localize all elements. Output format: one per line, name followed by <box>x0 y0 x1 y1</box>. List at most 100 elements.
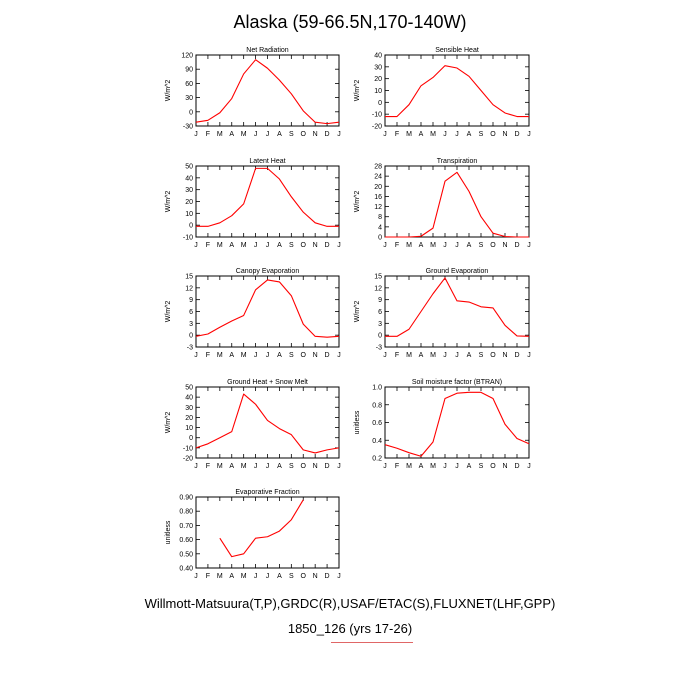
chart-canopy-evaporation-xtick-label: D <box>325 352 330 359</box>
chart-transpiration-point <box>444 180 446 182</box>
chart-transpiration-xtick-label: F <box>395 242 399 249</box>
chart-soil-moisture-factor-btran-xtick-label: J <box>455 463 459 470</box>
chart-soil-moisture-factor-btran-xtick-label: A <box>467 463 472 470</box>
chart-ground-heat-snow-melt-point <box>278 428 280 430</box>
chart-canopy-evaporation-ytick-label: 9 <box>189 297 193 304</box>
chart-latent-heat-ytick-label: 10 <box>185 211 193 218</box>
chart-soil-moisture-factor-btran-frame <box>384 386 530 459</box>
chart-transpiration-point <box>468 190 470 192</box>
chart-evaporative-fraction-xtick-label: J <box>266 573 270 580</box>
chart-ground-heat-snow-melt-point <box>219 437 221 439</box>
chart-net-radiation-xtick-label: J <box>194 131 198 138</box>
chart-sensible-heat-ytick-label: -10 <box>372 112 382 119</box>
chart-ground-evaporation-xtick-label: A <box>467 352 472 359</box>
chart-ground-heat-snow-melt-xtick-label: O <box>301 463 307 470</box>
chart-transpiration-ytick-label: 8 <box>378 214 382 221</box>
chart-ground-heat-snow-melt-xtick-label: D <box>325 463 330 470</box>
chart-ground-evaporation-xtick-label: N <box>502 352 507 359</box>
chart-net-radiation-xtick-label: J <box>337 131 341 138</box>
chart-ground-evaporation-ytick-label: 0 <box>378 333 382 340</box>
chart-ground-heat-snow-melt-frame <box>195 386 340 459</box>
chart-ground-heat-snow-melt-ytick-label: 40 <box>185 395 193 402</box>
chart-transpiration-xtick-label: J <box>455 242 459 249</box>
chart-canopy-evaporation-point <box>243 314 245 316</box>
chart-evaporative-fraction-ytick-label: 0.90 <box>179 495 193 502</box>
chart-canopy-evaporation-point <box>302 323 304 325</box>
chart-soil-moisture-factor-btran-title: Soil moisture factor (BTRAN) <box>412 379 502 386</box>
chart-evaporative-fraction-point <box>243 553 245 555</box>
chart-ground-evaporation-xtick-label: J <box>455 352 459 359</box>
chart-soil-moisture-factor-btran-series-line <box>384 391 530 457</box>
chart-ground-heat-snow-melt-ytick-label: 50 <box>185 385 193 392</box>
chart-ground-heat-snow-melt-ytick-label: 10 <box>185 425 193 432</box>
chart-sensible-heat-point <box>504 112 506 114</box>
chart-ground-evaporation-point <box>480 306 482 308</box>
chart-evaporative-fraction-xtick-label: J <box>194 573 198 580</box>
chart-soil-moisture-factor-btran-point <box>468 391 470 393</box>
chart-net-radiation-xtick-label: S <box>289 131 294 138</box>
chart-evaporative-fraction-ylabel: unitless <box>165 520 172 544</box>
chart-sensible-heat-xtick-label: J <box>455 131 459 138</box>
chart-net-radiation-ytick-label: 0 <box>189 109 193 116</box>
chart-transpiration-frame <box>384 165 530 238</box>
chart-evaporative-fraction-point <box>231 556 233 558</box>
chart-ground-evaporation-xtick-label: M <box>430 352 436 359</box>
chart-net-radiation-ytick-label: 30 <box>185 95 193 102</box>
chart-soil-moisture-factor-btran-ytick-label: 0.2 <box>372 456 382 463</box>
chart-latent-heat-xtick-label: M <box>241 242 247 249</box>
chart-transpiration-point <box>480 216 482 218</box>
chart-canopy-evaporation-point <box>267 279 269 281</box>
chart-ground-heat-snow-melt-point <box>338 447 340 449</box>
chart-canopy-evaporation-xtick-label: O <box>301 352 307 359</box>
chart-canopy-evaporation-xtick-label: J <box>194 352 198 359</box>
chart-net-radiation-xtick-label: J <box>266 131 270 138</box>
chart-sensible-heat-point <box>444 65 446 67</box>
chart-transpiration-xtick-label: O <box>490 242 496 249</box>
chart-soil-moisture-factor-btran-point <box>420 455 422 457</box>
chart-canopy-evaporation-xtick-label: M <box>217 352 223 359</box>
chart-transpiration-point <box>528 236 530 238</box>
chart-soil-moisture-factor-btran-point <box>444 398 446 400</box>
chart-canopy-evaporation-point <box>219 326 221 328</box>
chart-sensible-heat-point <box>492 104 494 106</box>
chart-net-radiation-ytick-label: -30 <box>183 124 193 131</box>
chart-ground-evaporation-point <box>516 335 518 337</box>
chart-ground-heat-snow-melt-xtick-label: F <box>206 463 210 470</box>
chart-net-radiation-point <box>290 93 292 95</box>
chart-transpiration-ytick-label: 16 <box>374 194 382 201</box>
chart-transpiration-ytick-label: 28 <box>374 164 382 171</box>
chart-ground-evaporation-xtick-label: S <box>479 352 484 359</box>
chart-latent-heat-xtick-label: N <box>313 242 318 249</box>
chart-latent-heat-xtick-label: J <box>337 242 341 249</box>
chart-ground-heat-snow-melt: Ground Heat + Snow Melt W/m^2 -20 -10 0 10 20 3… <box>165 379 341 470</box>
page-title: Alaska (59-66.5N,170-140W) <box>233 12 467 32</box>
chart-ground-evaporation-ytick-label: -3 <box>376 345 382 352</box>
chart-ground-evaporation-frame <box>384 275 530 348</box>
chart-latent-heat-xtick-label: M <box>217 242 223 249</box>
chart-sensible-heat-xtick-label: J <box>443 131 447 138</box>
chart-transpiration-xtick-label: J <box>527 242 531 249</box>
chart-canopy-evaporation-series-line <box>195 279 340 338</box>
chart-canopy-evaporation-xtick-label: A <box>277 352 282 359</box>
chart-soil-moisture-factor-btran-xtick-label: J <box>443 463 447 470</box>
chart-soil-moisture-factor-btran-xtick-label: S <box>479 463 484 470</box>
chart-evaporative-fraction-ytick-label: 0.50 <box>179 551 193 558</box>
chart-latent-heat-point <box>255 167 257 169</box>
chart-ground-heat-snow-melt-point <box>267 419 269 421</box>
chart-latent-heat-xtick-label: A <box>277 242 282 249</box>
chart-soil-moisture-factor-btran-xtick-label: M <box>430 463 436 470</box>
chart-soil-moisture-factor-btran-ylabel: unitless <box>354 410 361 434</box>
chart-canopy-evaporation-ytick-label: 6 <box>189 309 193 316</box>
chart-canopy-evaporation-point <box>207 333 209 335</box>
chart-net-radiation-point <box>255 59 257 61</box>
chart-ground-evaporation-point <box>396 335 398 337</box>
chart-ground-heat-snow-melt-series-line <box>195 393 340 454</box>
chart-canopy-evaporation-ylabel: W/m^2 <box>165 301 172 323</box>
chart-transpiration-point <box>420 235 422 237</box>
chart-sensible-heat-point <box>420 85 422 87</box>
chart-ground-evaporation-xtick-label: J <box>527 352 531 359</box>
chart-transpiration-ytick-label: 20 <box>374 184 382 191</box>
chart-soil-moisture-factor-btran-xtick-label: O <box>490 463 496 470</box>
chart-transpiration-point <box>504 235 506 237</box>
